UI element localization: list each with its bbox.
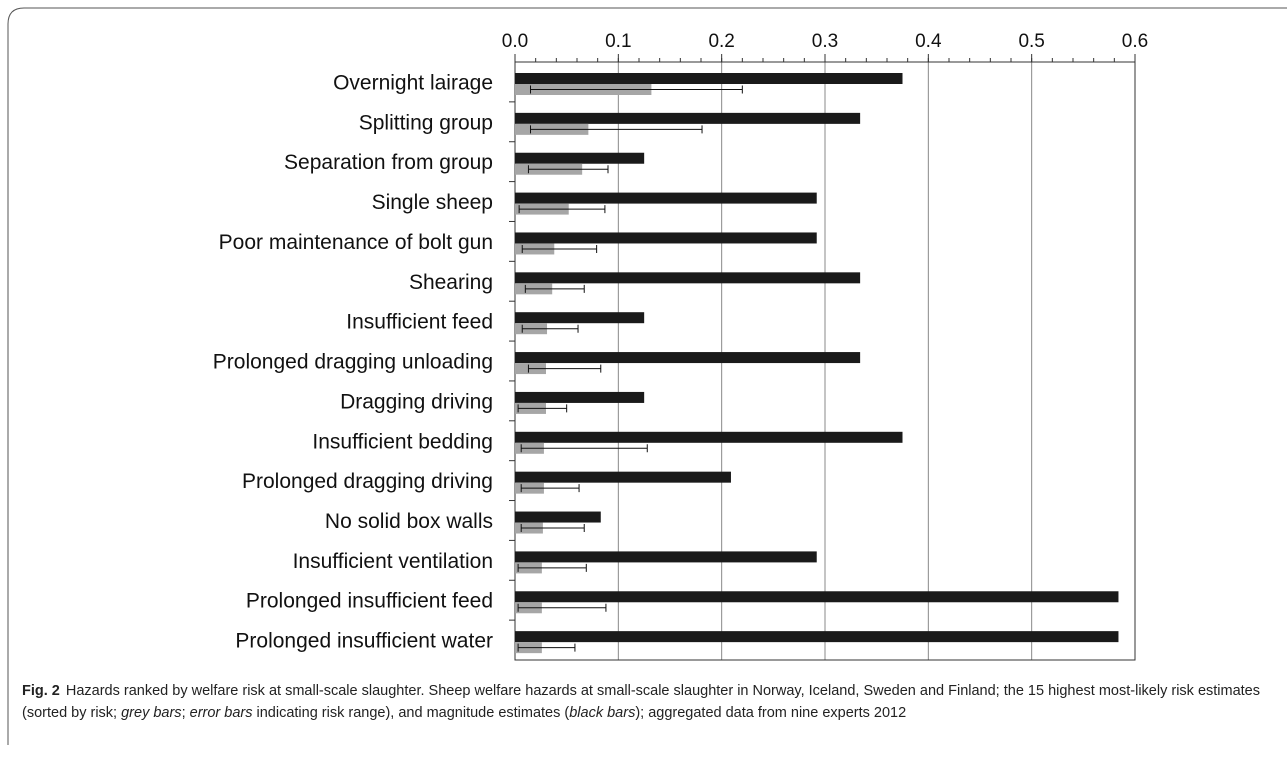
error-bar	[521, 244, 598, 253]
x-tick-label: 0.4	[915, 31, 942, 52]
error-bar	[524, 284, 585, 293]
y-tick-label: Insufficient bedding	[312, 430, 493, 453]
y-tick-label: Prolonged dragging unloading	[213, 351, 493, 374]
bar	[515, 192, 817, 204]
caption-text: ); aggregated data from nine experts 201…	[635, 705, 907, 721]
bar	[515, 431, 903, 443]
x-tick-label: 0.1	[605, 31, 631, 52]
bar	[515, 112, 861, 124]
error-bar	[520, 524, 585, 533]
caption-text: error bars	[189, 705, 253, 721]
caption: Fig. 2 Hazards ranked by welfare risk at …	[22, 680, 1262, 724]
y-tick-label: Prolonged insufficient water	[235, 630, 493, 653]
error-bar	[520, 484, 580, 493]
error-bar	[521, 324, 579, 333]
bar	[515, 551, 817, 563]
error-bar	[517, 603, 607, 612]
y-tick-label: Insufficient ventilation	[293, 550, 493, 573]
error-bar	[517, 563, 587, 572]
x-tick-label: 0.0	[502, 31, 528, 52]
caption-text: indicating risk range), and magnitude es…	[252, 705, 570, 721]
x-tick-label: 0.2	[708, 31, 734, 52]
caption-text: black bars	[569, 705, 636, 721]
bar	[515, 631, 1119, 643]
y-tick-label: Prolonged insufficient feed	[246, 590, 493, 613]
bar	[515, 312, 645, 324]
x-tick-label: 0.6	[1122, 31, 1148, 52]
error-bar	[517, 643, 576, 652]
caption-text: ;	[181, 705, 190, 721]
y-tick-label: Splitting group	[359, 111, 493, 134]
y-tick-label: Dragging driving	[340, 390, 493, 413]
caption-label: Fig. 2	[22, 683, 60, 699]
bar	[515, 471, 731, 483]
bar	[515, 391, 645, 403]
y-tick-label: Single sheep	[372, 191, 493, 214]
error-bar	[520, 444, 648, 453]
y-tick-label: Separation from group	[284, 151, 493, 174]
bar	[515, 152, 645, 164]
y-tick-label: Overnight lairage	[333, 71, 493, 94]
x-tick-label: 0.3	[812, 31, 838, 52]
x-tick-label: 0.5	[1018, 31, 1044, 52]
y-tick-label: No solid box walls	[325, 510, 493, 533]
bar	[515, 272, 861, 284]
error-bar	[530, 125, 703, 134]
bar	[515, 511, 601, 523]
frame	[7, 7, 1287, 745]
caption-text: Hazards ranked by welfare risk at small-…	[22, 683, 1260, 721]
error-bar	[518, 205, 606, 214]
error-bar	[527, 165, 609, 174]
error-bar	[530, 85, 743, 94]
y-tick-label: Shearing	[409, 271, 493, 294]
bar	[515, 73, 903, 84]
y-tick-label: Poor maintenance of bolt gun	[219, 231, 493, 254]
y-tick-label: Prolonged dragging driving	[242, 470, 493, 493]
bar	[515, 591, 1119, 603]
caption-text: grey bars	[121, 705, 182, 721]
error-bar	[517, 404, 568, 413]
y-tick-label: Insufficient feed	[346, 311, 493, 334]
error-bar	[527, 364, 602, 373]
bar	[515, 232, 817, 244]
bar	[515, 352, 861, 364]
